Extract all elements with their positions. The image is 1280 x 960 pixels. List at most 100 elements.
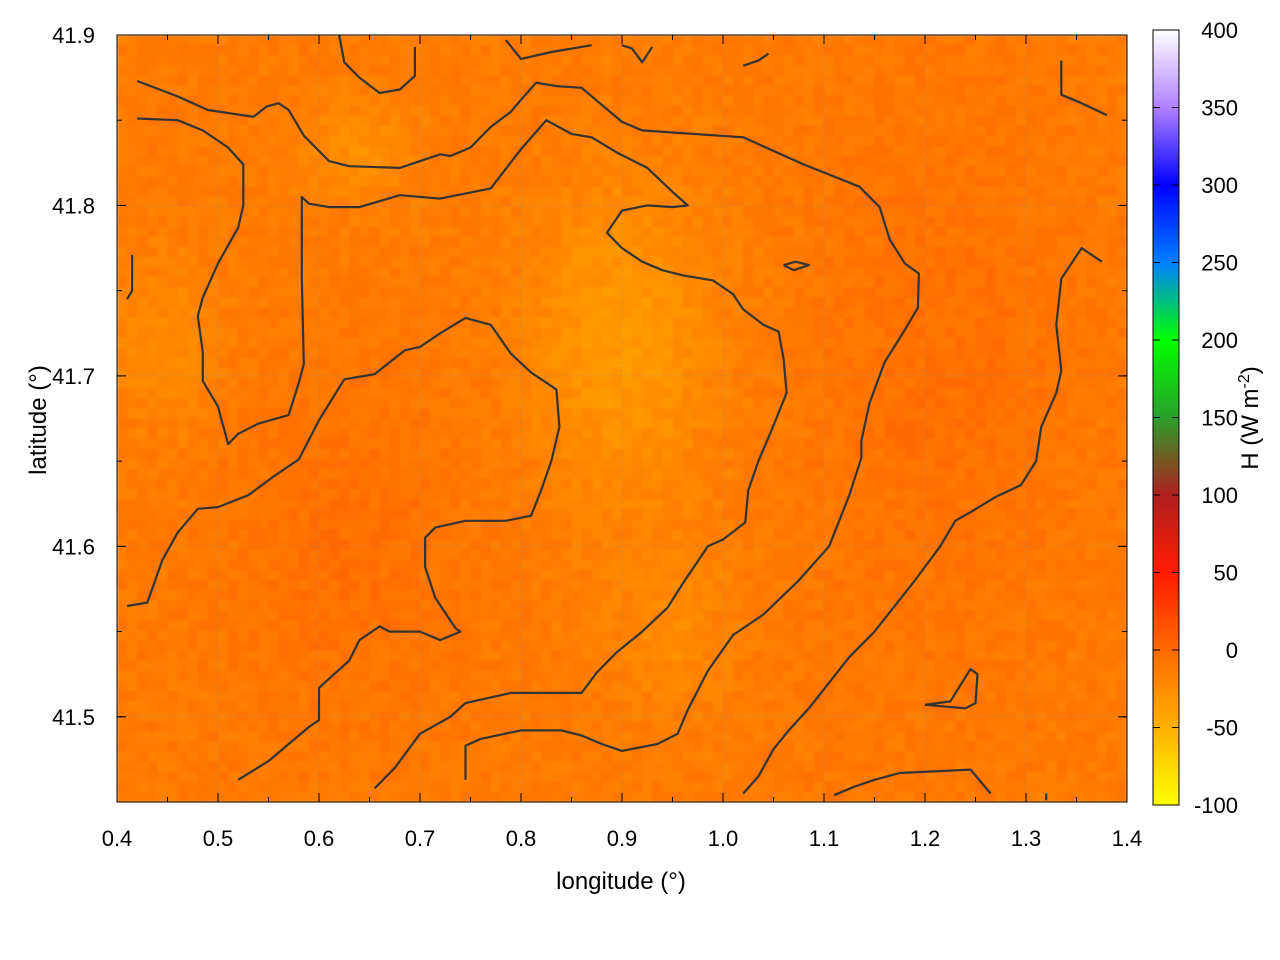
heat-cell — [521, 297, 532, 309]
heat-cell — [147, 166, 158, 177]
heat-cell — [258, 357, 270, 369]
heat-cell — [813, 297, 825, 309]
heat-cell — [187, 438, 199, 450]
heat-cell — [733, 378, 744, 389]
heat-cell — [995, 257, 1007, 268]
heat-cell — [1046, 388, 1057, 399]
heat-cell — [207, 55, 219, 66]
heat-cell — [672, 479, 684, 490]
heat-cell — [248, 438, 259, 450]
heat-cell — [430, 337, 441, 349]
heat-cell — [177, 489, 189, 500]
heat-cell — [117, 468, 128, 480]
heat-cell — [995, 347, 1007, 359]
heat-cell — [561, 196, 573, 208]
heat-cell — [864, 186, 876, 198]
heat-cell — [147, 146, 158, 157]
heat-cell — [1096, 458, 1108, 470]
heat-cell — [420, 347, 431, 359]
heat-cell — [137, 479, 148, 490]
heat-cell — [1096, 307, 1108, 319]
heat-cell — [884, 368, 896, 379]
heat-cell — [803, 388, 815, 399]
heat-cell — [319, 327, 330, 339]
heat-cell — [652, 499, 663, 510]
heat-cell — [278, 176, 290, 187]
heat-cell — [531, 357, 542, 369]
heat-cell — [278, 115, 290, 127]
heat-cell — [702, 398, 714, 410]
heat-cell — [935, 246, 946, 258]
heat-cell — [187, 206, 199, 218]
heat-cell — [1056, 418, 1067, 430]
heat-cell — [278, 206, 290, 218]
heat-cell — [541, 398, 552, 410]
heat-cell — [632, 55, 643, 66]
heat-cell — [228, 408, 239, 420]
heat-cell — [723, 519, 734, 531]
heat-cell — [793, 246, 805, 258]
heat-cell — [329, 95, 340, 107]
heat-cell — [834, 418, 845, 430]
heat-cell — [440, 55, 451, 66]
heat-cell — [864, 327, 876, 339]
heat-cell — [935, 236, 946, 248]
heat-cell — [1046, 196, 1057, 208]
heat-cell — [904, 489, 916, 500]
heat-cell — [127, 347, 138, 359]
heat-cell — [480, 186, 492, 198]
heat-cell — [127, 216, 138, 228]
heat-cell — [1066, 327, 1078, 339]
heat-cell — [844, 226, 855, 238]
heat-cell — [824, 65, 835, 76]
heat-cell — [702, 55, 714, 66]
heat-cell — [308, 156, 320, 167]
heat-cell — [1036, 347, 1047, 359]
heat-cell — [117, 448, 128, 460]
heat-cell — [430, 499, 441, 510]
heat-cell — [409, 105, 421, 117]
heat-cell — [904, 287, 916, 298]
heat-cell — [460, 196, 472, 208]
heat-cell — [672, 448, 684, 460]
heat-cell — [541, 166, 552, 177]
heat-cell — [935, 368, 946, 379]
heat-cell — [935, 206, 946, 218]
heat-cell — [389, 246, 401, 258]
heat-cell — [308, 398, 320, 410]
heat-cell — [1046, 257, 1057, 268]
heat-cell — [622, 378, 633, 389]
heat-cell — [369, 257, 381, 268]
heat-cell — [864, 45, 876, 56]
heat-cell — [995, 458, 1007, 470]
heat-cell — [521, 509, 532, 521]
heat-cell — [723, 479, 734, 490]
heat-cell — [278, 357, 290, 369]
heat-cell — [288, 307, 300, 319]
heat-cell — [137, 468, 148, 480]
heat-cell — [904, 206, 916, 218]
heat-cell — [379, 428, 391, 440]
heat-cell — [672, 135, 684, 147]
heat-cell — [187, 337, 199, 349]
heat-cell — [137, 297, 148, 309]
heat-cell — [1005, 277, 1017, 288]
heat-cell — [581, 135, 593, 147]
heat-cell — [1106, 267, 1118, 278]
heat-cell — [773, 35, 785, 46]
heat-cell — [470, 176, 482, 187]
heat-cell — [844, 277, 855, 288]
heat-cell — [723, 337, 734, 349]
heat-cell — [965, 206, 977, 218]
heat-cell — [510, 519, 522, 531]
heat-cell — [147, 85, 158, 97]
heat-cell — [813, 368, 825, 379]
heat-cell — [904, 65, 916, 76]
heat-cell — [844, 196, 855, 208]
heat-cell — [1005, 408, 1017, 420]
heat-cell — [783, 95, 795, 107]
heat-cell — [521, 287, 532, 298]
heat-cell — [551, 75, 562, 87]
heat-cell — [985, 226, 997, 238]
heat-cell — [571, 176, 583, 187]
